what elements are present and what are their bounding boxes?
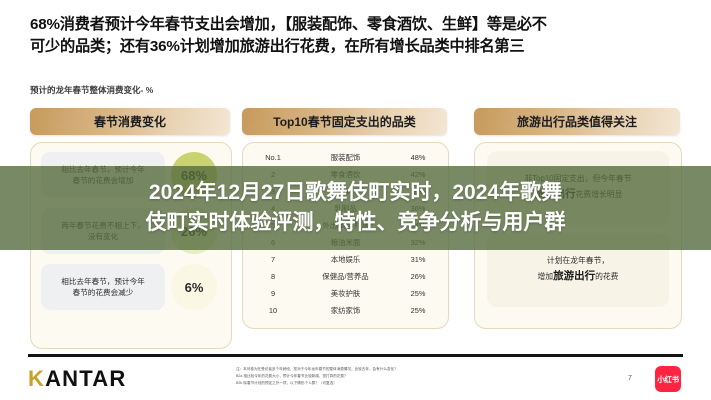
column-header-middle-post: 的品类 xyxy=(379,115,416,129)
table-cell-value: 25% xyxy=(410,289,426,298)
right-block-2-pre: 增加 xyxy=(537,271,554,281)
left-row-3-line2: 春节的花费会减少 xyxy=(72,288,134,297)
footnote: 注：本问卷为在受访者多个年龄段，您对于今年龙年春节的整体消费情况，比较去年，会有… xyxy=(236,366,506,386)
left-row-3-label: 相比去年春节，预计今年 春节的花费会减少 xyxy=(41,264,165,310)
left-row-3-line1: 相比去年春节，预计今年 xyxy=(61,276,145,286)
page-number: 7 xyxy=(628,375,632,382)
table-cell-name: 美妆护肤 xyxy=(330,289,361,298)
table-cell-name: 本地娱乐 xyxy=(330,255,361,264)
table-row: 9 美妆护肤 25% xyxy=(251,285,440,302)
headline-line-2: 可少的品类；还有36%计划增加旅游出行花费，在所有增长品类中排名第三 xyxy=(30,38,525,56)
column-header-middle: Top10春节 固定支出 的品类 xyxy=(242,108,447,135)
kantar-logo: KANTAR xyxy=(28,366,126,392)
kantar-logo-k: K xyxy=(28,366,46,391)
table-cell-value: 31% xyxy=(410,255,426,264)
table-cell-rank: 7 xyxy=(270,255,276,264)
list-item: 相比去年春节，预计今年 春节的花费会减少 6% xyxy=(41,261,221,313)
headline-line-1: 68%消费者预计今年春节支出会增加，【服装配饰、零食酒饮、生鲜】等是必不 xyxy=(30,16,547,33)
right-block-2-bold: 旅游出行 xyxy=(553,269,596,282)
table-cell-value: 26% xyxy=(410,272,426,281)
table-cell-rank: 10 xyxy=(268,306,278,315)
overlay-line-2: 伎町实时体验评测，特性、竞争分析与用户群 xyxy=(145,211,566,234)
table-cell-rank: No.1 xyxy=(265,153,281,162)
right-block-2-line1: 计划在龙年春节， xyxy=(546,256,610,266)
column-header-middle-bold: 固定支出 xyxy=(331,115,380,129)
column-header-right: 旅游出行品类值得关注 xyxy=(474,108,680,135)
footnote-line-3: B2b 除春节计划的预定之外一项，以下情形个人群？（可复选） xyxy=(236,380,337,385)
table-cell-value: 25% xyxy=(410,306,426,315)
table-row: 10 家纺家饰 25% xyxy=(251,302,440,319)
table-cell-rank: 8 xyxy=(270,272,276,281)
table-cell-name: 服装配饰 xyxy=(330,153,361,162)
overlay-title-band: 2024年12月27日歌舞伎町实时，2024年歌舞 伎町实时体验评测，特性、竞争… xyxy=(0,166,711,250)
table-cell-name: 保健品/营养品 xyxy=(322,272,369,281)
table-cell-rank: 9 xyxy=(270,289,276,298)
footer-divider xyxy=(28,354,683,357)
column-header-left-label: 春节消费变化 xyxy=(93,115,166,129)
chart-subtitle: 预计的龙年春节整体消费变化- % xyxy=(30,85,154,95)
column-header-right-label: 旅游出行品类值得关注 xyxy=(516,115,637,129)
footnote-line-2: B2a 相比较今年的花费大小，预计今年春节比较新增，您打算的花费？ xyxy=(236,373,348,378)
xiaohongshu-badge-icon: 小红书 xyxy=(655,366,681,392)
column-header-middle-pre: Top10春节 xyxy=(273,115,332,129)
page-title: 68%消费者预计今年春节支出会增加，【服装配饰、零食酒饮、生鲜】等是必不 可少的… xyxy=(30,14,680,58)
right-block-2-post: 的花费 xyxy=(595,271,619,281)
table-row: No.1 服装配饰 48% xyxy=(251,149,440,166)
kantar-logo-rest: ANTAR xyxy=(45,366,127,391)
table-cell-value: 48% xyxy=(410,153,426,162)
left-row-3-value: 6% xyxy=(171,264,217,310)
table-row: 8 保健品/营养品 26% xyxy=(251,268,440,285)
table-cell-name: 家纺家饰 xyxy=(330,306,361,315)
right-block-2-line2: 增加旅游出行的花费 xyxy=(538,268,619,286)
overlay-line-1: 2024年12月27日歌舞伎町实时，2024年歌舞 xyxy=(148,181,563,205)
column-header-left: 春节消费变化 xyxy=(30,108,230,135)
footnote-line-1: 注：本问卷为在受访者多个年龄段，您对于今年龙年春节的整体消费情况，比较去年，会有… xyxy=(236,367,398,371)
table-row: 7 本地娱乐 31% xyxy=(251,251,440,268)
